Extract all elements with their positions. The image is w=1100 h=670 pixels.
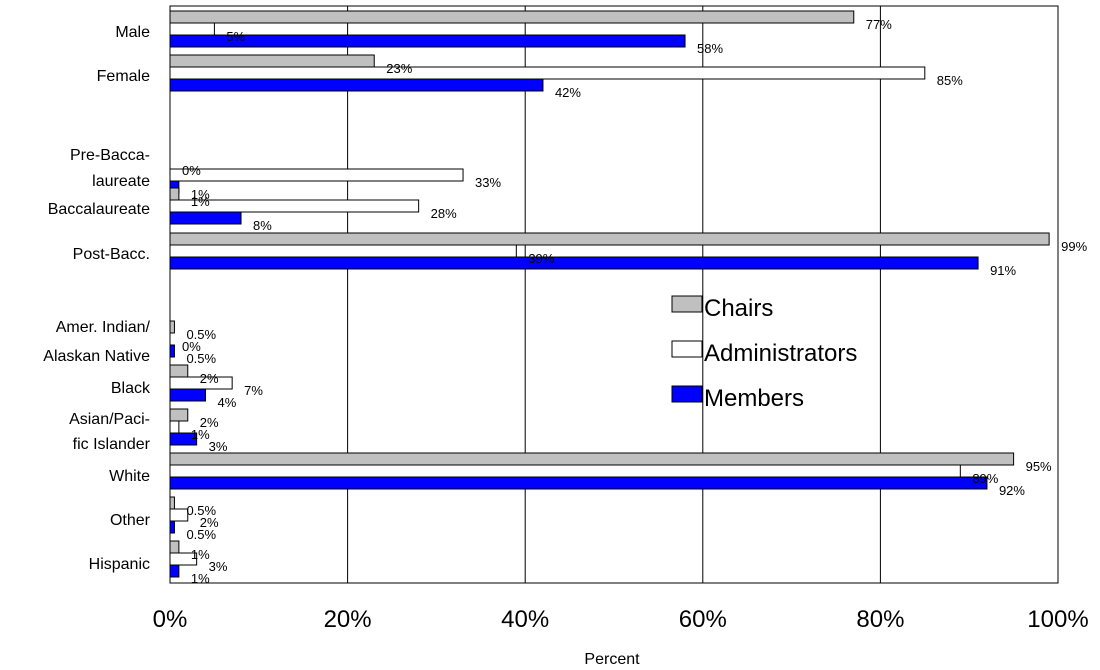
bar-members	[169, 78, 544, 92]
data-label: 4%	[218, 395, 237, 410]
bar-chairs	[169, 540, 180, 554]
category-label: Post-Bacc.	[73, 246, 150, 263]
x-tick-label: 20%	[324, 606, 372, 633]
data-label: 33%	[475, 175, 501, 190]
data-label: 28%	[431, 206, 457, 221]
category-label: Asian/Paci-	[69, 411, 150, 428]
category-label: Black	[111, 380, 151, 397]
bar-chairs	[169, 320, 175, 334]
plot-area-frame	[169, 5, 1059, 584]
gridlines	[169, 6, 1059, 583]
category-label: Baccalaureate	[48, 201, 150, 218]
legend-swatch-administrators	[671, 340, 703, 358]
data-label: 1%	[191, 547, 210, 562]
category-label: Pre-Bacca-	[70, 147, 150, 164]
category-label: Amer. Indian/	[56, 319, 151, 336]
data-label: 3%	[209, 559, 228, 574]
bars-group	[169, 10, 1050, 578]
data-label: 85%	[937, 73, 963, 88]
bar-members	[169, 520, 175, 534]
x-tick-label: 0%	[153, 606, 188, 633]
bar-chairs	[169, 496, 175, 510]
bar-chairs	[169, 408, 189, 422]
data-label: 5%	[226, 29, 245, 44]
data-label: 42%	[555, 85, 581, 100]
legend-label-administrators: Administrators	[704, 340, 857, 367]
category-labels-group: Male Female Pre-Bacca-laureate Baccalaureat…	[43, 24, 151, 573]
bar-administrators	[169, 420, 180, 434]
data-label: 3%	[209, 439, 228, 454]
category-label: laureate	[92, 173, 150, 190]
bar-members	[169, 564, 180, 578]
legend-label-chairs: Chairs	[704, 295, 773, 322]
bar-administrators	[169, 22, 215, 36]
bar-chairs	[169, 187, 180, 201]
data-label: 1%	[191, 427, 210, 442]
category-label: Female	[97, 68, 150, 85]
data-label: 2%	[200, 515, 219, 530]
value-labels-group: 77%5%58%23%85%42%0%33%1%1%28%8%99%39%91%…	[182, 17, 1088, 586]
legend-label-members: Members	[704, 385, 804, 412]
data-label: 2%	[200, 415, 219, 430]
data-label: 0.5%	[186, 527, 216, 542]
bar-administrators	[169, 508, 189, 522]
data-label: 2%	[200, 371, 219, 386]
data-label: 39%	[528, 251, 554, 266]
category-label: Other	[110, 512, 151, 529]
x-tick-labels-group: 0% 20% 40% 60% 80% 100%	[153, 606, 1089, 633]
data-label: 1%	[191, 194, 210, 209]
legend-swatch-chairs	[671, 295, 703, 313]
bar-members	[169, 476, 988, 490]
category-label: Hispanic	[89, 556, 150, 573]
bar-chairs	[169, 10, 855, 24]
bar-members	[169, 211, 242, 225]
bar-chairs	[169, 54, 375, 68]
category-label: White	[109, 468, 150, 485]
data-label: 1%	[191, 571, 210, 586]
data-label: 1%	[191, 187, 210, 202]
data-label: 91%	[990, 263, 1016, 278]
category-label: Alaskan Native	[43, 348, 150, 365]
data-label: 0%	[182, 163, 201, 178]
bar-administrators	[169, 464, 961, 478]
legend: Chairs Administrators Members	[671, 295, 857, 412]
data-label: 0%	[182, 339, 201, 354]
category-label: fic Islander	[73, 436, 151, 453]
legend-swatch-members	[671, 385, 703, 403]
bar-administrators	[169, 244, 517, 258]
x-tick-label: 40%	[501, 606, 549, 633]
bar-chairs	[169, 452, 1015, 466]
bar-members	[169, 34, 686, 48]
bar-members	[169, 256, 979, 270]
bar-members	[169, 388, 207, 402]
data-label: 23%	[386, 61, 412, 76]
data-label: 0.5%	[186, 503, 216, 518]
data-label: 89%	[972, 471, 998, 486]
data-label: 77%	[866, 17, 892, 32]
bar-members	[169, 344, 175, 358]
data-label: 7%	[244, 383, 263, 398]
data-label: 99%	[1061, 239, 1087, 254]
data-label: 8%	[253, 218, 272, 233]
data-label: 0.5%	[186, 327, 216, 342]
x-tick-label: 80%	[856, 606, 904, 633]
bar-administrators	[169, 66, 926, 80]
category-label: Male	[115, 24, 150, 41]
bar-chairs	[169, 232, 1050, 246]
x-tick-label: 100%	[1027, 606, 1088, 633]
data-label: 95%	[1026, 459, 1052, 474]
bar-administrators	[169, 168, 464, 182]
x-axis-title: Percent	[584, 651, 640, 668]
bar-chairs	[169, 364, 189, 378]
data-label: 0.5%	[186, 351, 216, 366]
data-label: 92%	[999, 483, 1025, 498]
x-tick-label: 60%	[679, 606, 727, 633]
data-label: 58%	[697, 41, 723, 56]
